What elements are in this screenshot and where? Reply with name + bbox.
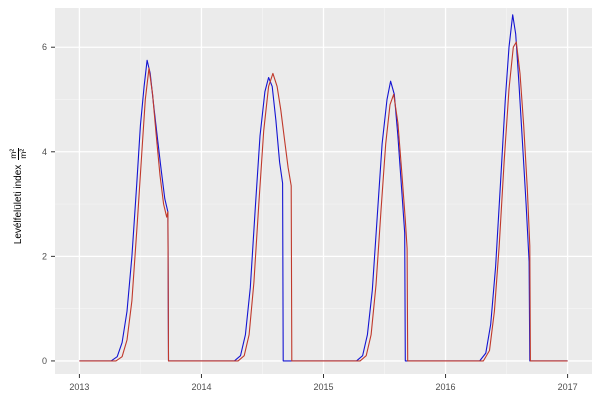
x-tick-label: 2013 <box>69 382 89 392</box>
series-red-line <box>79 41 568 362</box>
y-tick-label: 4 <box>42 147 47 157</box>
y-tick-label: 6 <box>42 42 47 52</box>
y-tick-label: 2 <box>42 251 47 261</box>
y-axis-label-text: Levélfelületi index <box>12 164 24 245</box>
unit-numerator: m² <box>7 147 19 160</box>
unit-denominator: m² <box>17 148 28 159</box>
x-tick-label: 2016 <box>436 382 456 392</box>
x-tick-label: 2015 <box>313 382 333 392</box>
x-tick-label: 2014 <box>191 382 211 392</box>
y-axis-unit-fraction: m² m² <box>7 147 28 160</box>
y-tick-label: 0 <box>42 356 47 366</box>
x-tick-label: 2017 <box>558 382 578 392</box>
y-axis-label: Levélfelületi index m² m² <box>8 106 28 286</box>
